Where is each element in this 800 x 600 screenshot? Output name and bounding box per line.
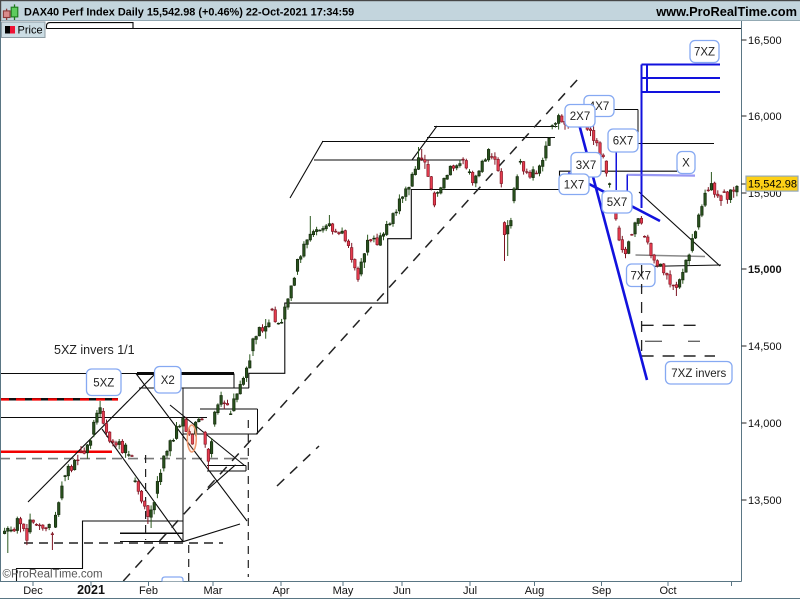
svg-text:14,500: 14,500	[748, 341, 782, 353]
svg-text:7X7: 7X7	[631, 270, 651, 282]
svg-text:15,000: 15,000	[748, 264, 782, 276]
svg-text:3X7: 3X7	[576, 160, 596, 172]
svg-text:7XZ invers: 7XZ invers	[671, 368, 726, 380]
svg-text:www.ProRealTime.com: www.ProRealTime.com	[655, 4, 797, 19]
svg-text:5X7: 5X7	[607, 197, 627, 209]
svg-text:Sep: Sep	[592, 585, 612, 597]
svg-text:5XZ: 5XZ	[93, 377, 114, 389]
svg-text:14,000: 14,000	[748, 418, 782, 430]
svg-text:Mar: Mar	[204, 585, 223, 597]
svg-text:X: X	[682, 158, 690, 170]
svg-text:DAX40 Perf Index Daily 15,542.: DAX40 Perf Index Daily 15,542.98 (+0.46%…	[24, 7, 354, 19]
svg-text:Jun: Jun	[393, 585, 411, 597]
svg-text:5XZ invers 1/1: 5XZ invers 1/1	[54, 343, 135, 357]
svg-text:Feb: Feb	[139, 585, 158, 597]
svg-text:16,000: 16,000	[748, 111, 782, 123]
svg-text:7XZ: 7XZ	[694, 47, 715, 59]
svg-text:Jul: Jul	[463, 585, 477, 597]
svg-text:May: May	[333, 585, 354, 597]
svg-text:6X7: 6X7	[613, 136, 633, 148]
svg-text:15,542.98: 15,542.98	[748, 179, 797, 191]
svg-text:Dec: Dec	[23, 585, 43, 597]
svg-text:2X7: 2X7	[570, 111, 590, 123]
svg-text:16,500: 16,500	[748, 35, 782, 47]
svg-text:Oct: Oct	[659, 585, 676, 597]
svg-text:Aug: Aug	[525, 585, 545, 597]
svg-text:13,500: 13,500	[748, 495, 782, 507]
svg-text:1X7: 1X7	[564, 179, 584, 191]
svg-text:©ProRealTime.com: ©ProRealTime.com	[3, 569, 103, 581]
svg-text:Apr: Apr	[272, 585, 289, 597]
svg-text:X2: X2	[161, 375, 175, 387]
svg-text:Price: Price	[18, 25, 43, 37]
svg-text:2021: 2021	[77, 583, 105, 597]
